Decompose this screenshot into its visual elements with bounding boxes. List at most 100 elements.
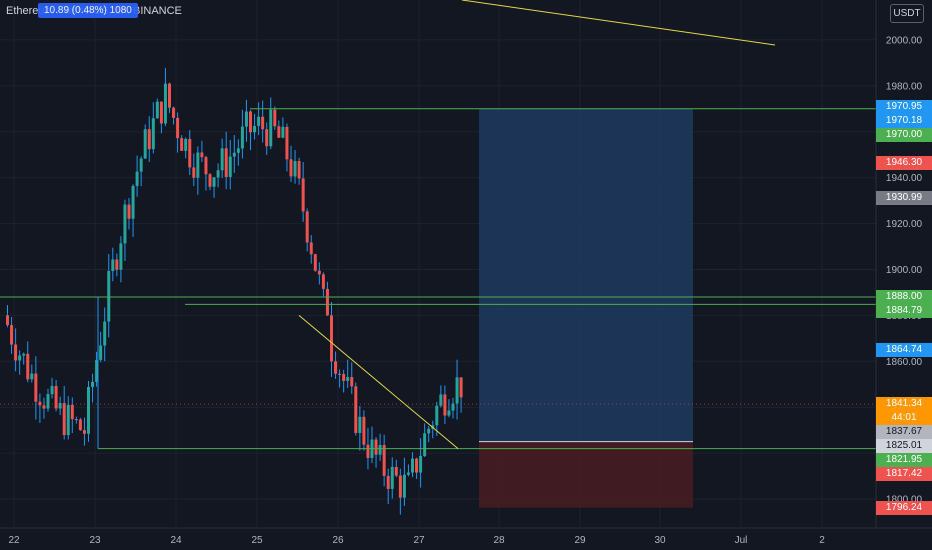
time-tick-label: 27 [413, 535, 425, 546]
candle-body [184, 138, 188, 151]
price-label: 1884.79 [876, 304, 932, 319]
candle-body [232, 152, 236, 157]
candle-body [123, 204, 127, 244]
time-tick-label: 22 [8, 535, 20, 546]
candle-body [115, 259, 119, 270]
time-tick-label: Jul [735, 535, 748, 546]
time-axis[interactable]: 22 23 24 25 26 27 28 29 30 Jul 2 [0, 527, 932, 550]
candle-body [249, 111, 252, 133]
candle-body [143, 129, 147, 159]
candle-body [91, 381, 95, 388]
candle-body [74, 419, 78, 421]
candle-body [192, 167, 196, 178]
candle-body [435, 405, 439, 426]
candle-body [127, 204, 131, 219]
profit-zone[interactable] [479, 108, 693, 442]
candle-body [66, 404, 70, 436]
candle-body [159, 101, 163, 124]
candle-body [62, 403, 66, 436]
loss-zone[interactable] [479, 441, 693, 508]
candle-body [378, 444, 382, 455]
candle-body [346, 377, 350, 381]
time-tick-label: 28 [493, 535, 505, 546]
candle-body [95, 359, 99, 382]
candle-body [10, 325, 14, 345]
price-tick-label: 1920.00 [886, 219, 923, 230]
candle-body [305, 211, 309, 243]
candle-body [334, 361, 338, 374]
candle-body [135, 171, 139, 186]
price-label: 1837.67 [876, 425, 932, 440]
time-tick-label: 29 [574, 535, 586, 546]
trendline-down[interactable] [298, 315, 459, 450]
time-axis-bg [0, 528, 932, 550]
candle-body [394, 466, 398, 476]
candle-body [99, 345, 103, 360]
candle-body [459, 377, 463, 398]
candle-body [236, 148, 240, 153]
candle-body [374, 439, 378, 455]
candle-body [354, 386, 358, 433]
candle-body [411, 458, 414, 473]
price-tick-label: 1980.00 [886, 81, 923, 92]
price-label: 1946.30 [876, 156, 932, 171]
candle-body [208, 174, 212, 187]
candle-body [151, 118, 155, 150]
candle-body [313, 254, 317, 271]
time-tick-label: 2 [819, 535, 825, 546]
candle-body [265, 129, 269, 147]
candle-body [204, 157, 208, 175]
time-tick-label: 30 [654, 535, 666, 546]
price-tick-label: 2000.00 [886, 35, 923, 46]
candle-body [46, 394, 50, 409]
price-label: 1817.42 [876, 467, 932, 482]
candle-body [216, 170, 220, 178]
candle-body [103, 321, 107, 346]
price-label: 1930.99 [876, 191, 932, 206]
candle-body [168, 83, 171, 108]
candle-body [317, 270, 321, 275]
candle-body [366, 444, 370, 459]
candle-body [188, 138, 192, 168]
candle-body [78, 419, 82, 431]
candle-body [406, 472, 410, 475]
candle-body [338, 373, 342, 375]
candle-body [285, 126, 289, 160]
price-tick-label: 1800.00 [886, 495, 923, 506]
candle-body [220, 148, 224, 171]
candle-body [447, 410, 451, 416]
candle-body [427, 428, 431, 434]
candle-body [301, 178, 305, 212]
price-tick-label: 1860.00 [886, 357, 923, 368]
time-tick-label: 23 [89, 535, 101, 546]
candle-body [176, 117, 180, 139]
trendline-top[interactable] [461, 0, 776, 46]
candle-body [50, 386, 54, 395]
long-position-tool[interactable] [479, 108, 693, 508]
candle-body [386, 475, 390, 489]
price-tick-label: 2020.00 [886, 0, 923, 1]
candle-body [18, 355, 22, 361]
currency-button[interactable]: USDT [890, 4, 924, 23]
candle-body [14, 344, 18, 361]
candle-body [439, 394, 443, 406]
candle-body [163, 83, 167, 124]
candle-body [402, 474, 406, 498]
candle-body [321, 274, 325, 289]
drawings-layer[interactable] [0, 0, 876, 450]
candle-body [382, 444, 386, 476]
candle-body [147, 129, 151, 150]
candle-body [244, 111, 248, 127]
price-label: 1888.00 [876, 290, 932, 305]
candle-body [54, 386, 58, 409]
candle-body [293, 161, 297, 177]
candle-body [180, 138, 184, 151]
candle-body [330, 315, 333, 362]
candle-body [390, 466, 394, 489]
price-label: 1796.24 [876, 500, 932, 515]
time-tick-label: 25 [251, 535, 263, 546]
price-label: 1821.95 [876, 453, 932, 468]
candle-body [58, 403, 62, 409]
candle-body [22, 353, 26, 356]
